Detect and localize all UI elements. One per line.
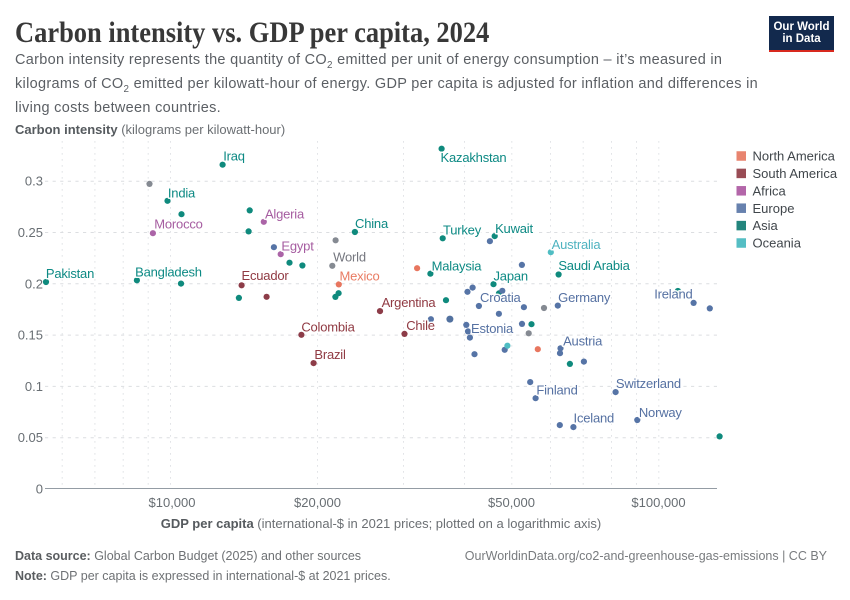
svg-text:Croatia: Croatia	[480, 290, 521, 305]
svg-text:0.3: 0.3	[25, 174, 43, 189]
svg-text:Saudi Arabia: Saudi Arabia	[558, 258, 630, 273]
svg-text:North America: North America	[753, 149, 836, 164]
svg-text:0.25: 0.25	[18, 225, 43, 240]
svg-text:0.15: 0.15	[18, 328, 43, 343]
svg-text:Finland: Finland	[536, 383, 577, 398]
svg-text:0.2: 0.2	[25, 276, 43, 291]
svg-text:Brazil: Brazil	[314, 347, 346, 362]
svg-text:Argentina: Argentina	[382, 295, 437, 310]
svg-text:Mexico: Mexico	[340, 268, 380, 283]
svg-text:Morocco: Morocco	[154, 217, 202, 232]
svg-text:Kazakhstan: Kazakhstan	[441, 150, 507, 165]
svg-text:Kuwait: Kuwait	[495, 221, 533, 236]
svg-text:Ireland: Ireland	[654, 287, 692, 302]
svg-text:0: 0	[36, 482, 43, 497]
svg-text:Switzerland: Switzerland	[616, 376, 681, 391]
svg-text:Norway: Norway	[639, 405, 683, 420]
svg-text:Malaysia: Malaysia	[432, 258, 483, 273]
svg-text:0.1: 0.1	[25, 379, 43, 394]
svg-text:Turkey: Turkey	[443, 223, 482, 238]
svg-text:Chile: Chile	[406, 318, 435, 333]
svg-text:Bangladesh: Bangladesh	[135, 265, 202, 280]
svg-text:Oceania: Oceania	[753, 236, 802, 251]
svg-text:Germany: Germany	[558, 290, 611, 305]
svg-text:Egypt: Egypt	[281, 239, 314, 254]
svg-text:China: China	[355, 216, 389, 231]
svg-text:Europe: Europe	[753, 201, 795, 216]
svg-text:Algeria: Algeria	[265, 207, 305, 222]
svg-text:$100,000: $100,000	[631, 495, 685, 510]
svg-text:Australia: Australia	[552, 237, 602, 252]
svg-text:Pakistan: Pakistan	[46, 266, 94, 281]
svg-text:Austria: Austria	[563, 334, 603, 349]
svg-text:Iceland: Iceland	[574, 411, 615, 426]
svg-text:World: World	[333, 250, 366, 265]
svg-text:India: India	[168, 186, 196, 201]
svg-text:Iraq: Iraq	[223, 149, 245, 164]
svg-text:Ecuador: Ecuador	[241, 268, 289, 283]
svg-text:Asia: Asia	[753, 218, 779, 233]
svg-text:$10,000: $10,000	[149, 495, 196, 510]
svg-text:0.05: 0.05	[18, 430, 43, 445]
svg-text:$20,000: $20,000	[294, 495, 341, 510]
svg-text:Estonia: Estonia	[471, 321, 514, 336]
svg-text:Japan: Japan	[493, 269, 527, 284]
svg-text:Colombia: Colombia	[301, 320, 355, 335]
svg-text:$50,000: $50,000	[488, 495, 535, 510]
svg-text:South America: South America	[753, 166, 838, 181]
svg-text:Africa: Africa	[753, 183, 787, 198]
